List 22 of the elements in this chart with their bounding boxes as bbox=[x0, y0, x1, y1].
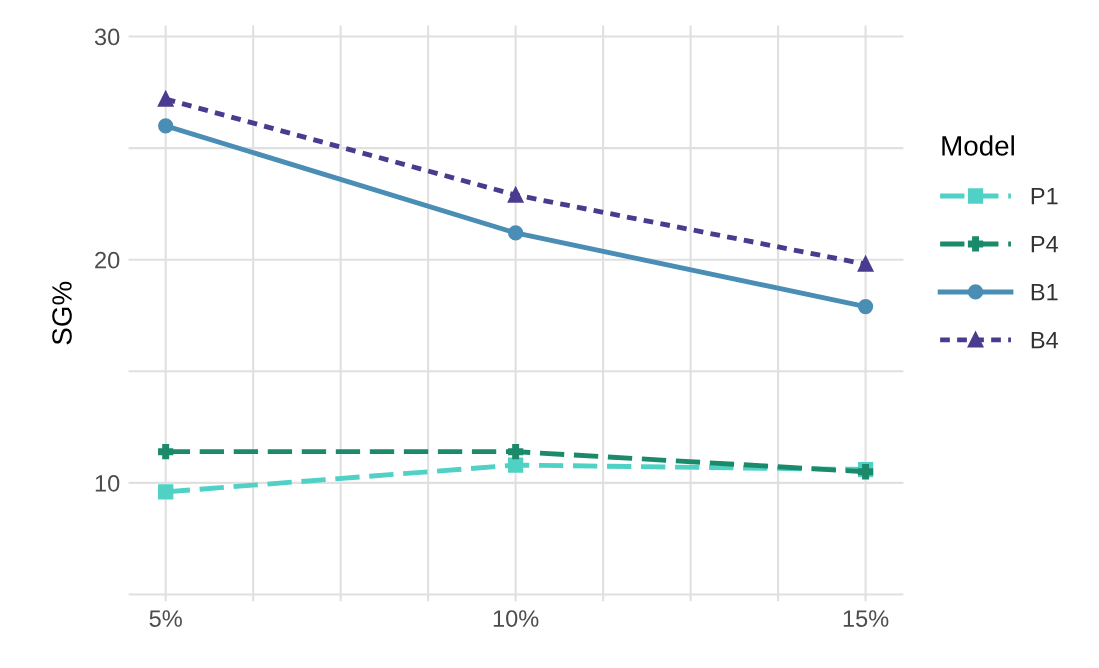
point bbox=[857, 298, 874, 315]
x-tick-label: 10% bbox=[493, 610, 539, 627]
y-tick-label: 30 bbox=[94, 28, 120, 46]
x-tick-label: 15% bbox=[843, 610, 889, 627]
point bbox=[158, 118, 174, 134]
legend-label: B1 bbox=[1031, 283, 1058, 301]
y-axis-title: SG% bbox=[52, 281, 72, 345]
point bbox=[507, 187, 524, 203]
y-tick-label: 10 bbox=[95, 474, 120, 492]
legend-label: B4 bbox=[1031, 331, 1059, 349]
point bbox=[507, 457, 524, 473]
point bbox=[507, 444, 524, 460]
point bbox=[857, 256, 874, 272]
legend-title: Model bbox=[942, 135, 1014, 156]
x-tick-label: 5% bbox=[149, 610, 182, 627]
legend-label: P4 bbox=[1031, 236, 1059, 253]
y-tick-label: 20 bbox=[95, 251, 120, 269]
point bbox=[507, 225, 524, 241]
point bbox=[158, 91, 174, 107]
point bbox=[158, 484, 174, 500]
legend-label: P1 bbox=[1031, 188, 1058, 205]
point bbox=[158, 444, 174, 460]
